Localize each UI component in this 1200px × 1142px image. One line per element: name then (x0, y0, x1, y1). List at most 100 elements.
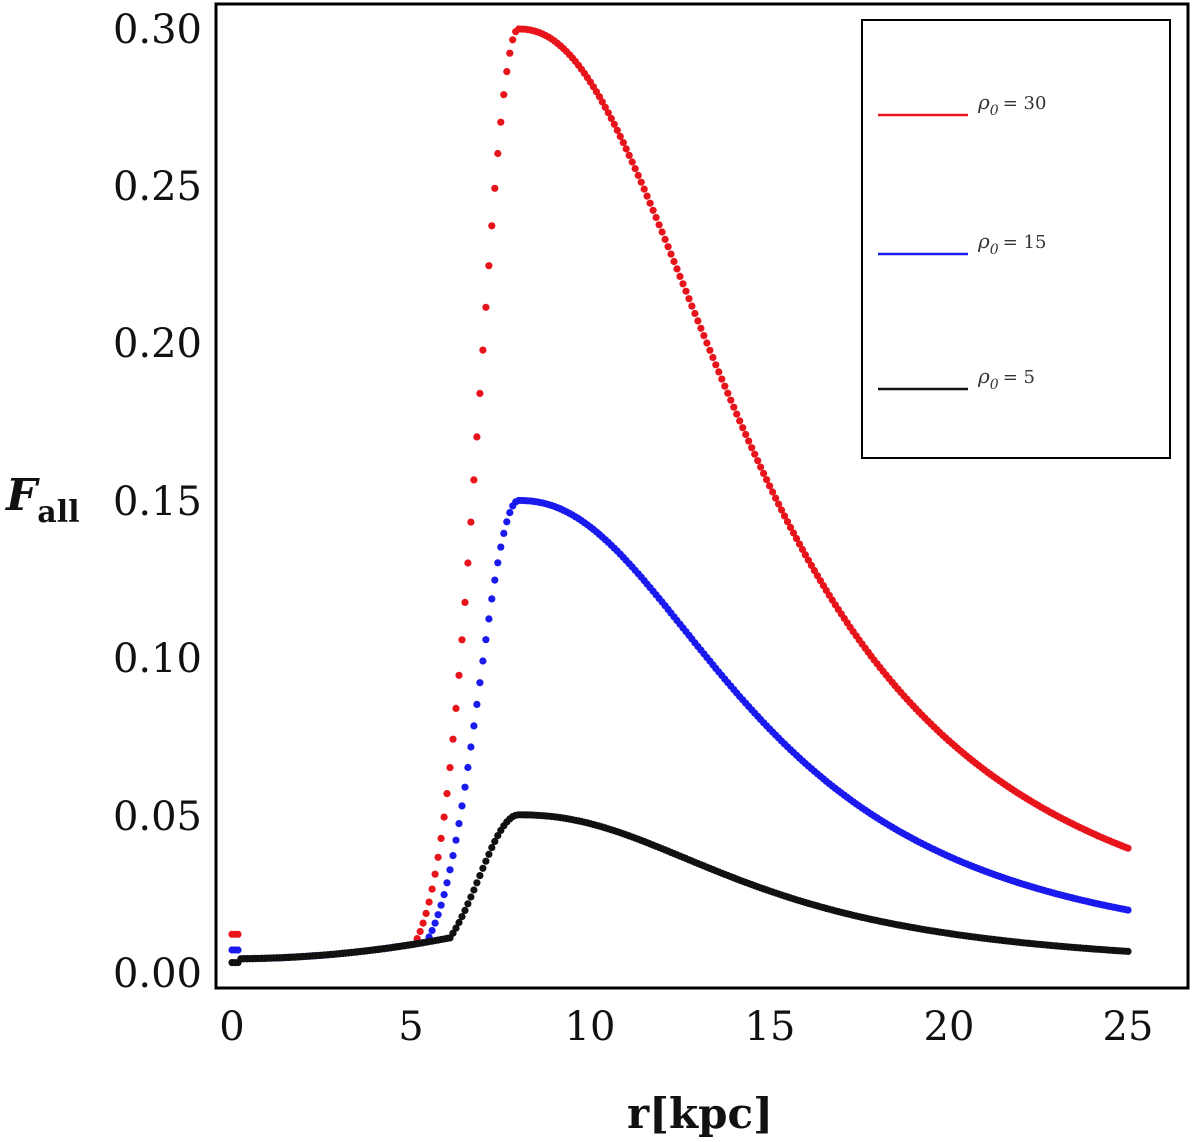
data-point (443, 790, 451, 798)
y-axis-title-sub: all (37, 495, 79, 530)
series-3 (228, 811, 1132, 967)
data-point (488, 595, 496, 603)
data-point (733, 410, 741, 418)
data-point (473, 700, 481, 709)
data-point (697, 324, 705, 332)
data-point (461, 783, 469, 791)
y-axis-title: Fall (4, 470, 79, 530)
data-point (730, 403, 738, 411)
data-point (464, 900, 472, 908)
data-point (467, 893, 475, 901)
data-point (452, 704, 460, 713)
data-point (739, 424, 747, 432)
data-point (464, 763, 472, 772)
data-point (470, 476, 478, 484)
data-point (607, 114, 615, 123)
data-point (455, 820, 463, 828)
data-point (452, 836, 460, 844)
data-point (760, 469, 768, 477)
data-point (661, 235, 669, 243)
data-point (789, 529, 798, 537)
data-point (497, 118, 505, 126)
data-point (601, 103, 609, 111)
data-point (703, 339, 711, 347)
data-point (506, 508, 514, 517)
data-point (503, 518, 511, 526)
data-point (428, 926, 436, 935)
data-point (685, 295, 693, 303)
data-point (688, 302, 696, 310)
data-point (622, 145, 630, 153)
data-point (610, 120, 618, 128)
data-point (500, 529, 508, 538)
x-tick-label: 0 (219, 1004, 244, 1050)
data-point (667, 250, 675, 258)
data-point (712, 361, 720, 369)
data-point (437, 834, 445, 843)
data-point (494, 149, 502, 158)
data-point (494, 559, 502, 567)
data-point (443, 879, 451, 887)
data-point (769, 488, 777, 496)
x-tick-label: 15 (745, 1004, 796, 1050)
data-point (658, 228, 666, 236)
data-point (455, 671, 463, 679)
data-point (634, 171, 642, 179)
data-point (727, 396, 735, 404)
data-point (503, 68, 511, 76)
data-point (419, 919, 427, 927)
data-point (664, 243, 672, 251)
data-point (437, 901, 445, 909)
data-point (476, 679, 484, 687)
data-point (628, 158, 636, 166)
legend-label-sub: 0 (990, 103, 999, 119)
data-point (709, 353, 717, 362)
legend-label-main: ρ (977, 364, 990, 388)
data-point (440, 813, 448, 821)
data-point (670, 257, 678, 266)
series-layer (228, 25, 1132, 967)
data-point (470, 722, 478, 730)
data-point (434, 911, 442, 919)
data-point (458, 802, 466, 810)
y-tick-label: 0.15 (113, 479, 202, 525)
data-point (461, 906, 469, 915)
data-point (458, 913, 466, 921)
data-point (491, 184, 499, 192)
data-point (801, 551, 810, 559)
data-point (461, 598, 469, 607)
data-point (652, 213, 660, 222)
data-point (446, 866, 454, 874)
data-point (613, 126, 621, 134)
y-tick-label: 0.00 (113, 951, 202, 997)
data-point (643, 192, 651, 200)
data-point (476, 389, 484, 397)
data-point (763, 476, 771, 484)
data-point (434, 853, 442, 861)
data-point (449, 852, 457, 860)
data-point (428, 885, 436, 893)
data-point (470, 886, 478, 894)
data-point (646, 199, 654, 207)
data-point (1124, 947, 1132, 956)
data-point (691, 309, 699, 318)
data-point (1124, 906, 1132, 914)
data-point (455, 918, 463, 927)
data-point (476, 872, 484, 880)
data-point (655, 221, 663, 229)
data-point (631, 165, 639, 173)
data-point (807, 561, 816, 570)
legend-box (861, 19, 1171, 459)
data-point (775, 500, 783, 508)
data-point (449, 735, 457, 743)
data-point (724, 389, 732, 397)
data-point (804, 556, 813, 564)
data-point (616, 132, 624, 140)
y-tick-label: 0.20 (113, 321, 202, 367)
data-point (783, 518, 792, 526)
data-point (676, 272, 684, 280)
data-point (649, 206, 657, 214)
data-point (777, 506, 786, 514)
y-tick-labels: 0.00 0.05 0.10 0.15 0.20 0.25 0.30 (113, 7, 202, 997)
